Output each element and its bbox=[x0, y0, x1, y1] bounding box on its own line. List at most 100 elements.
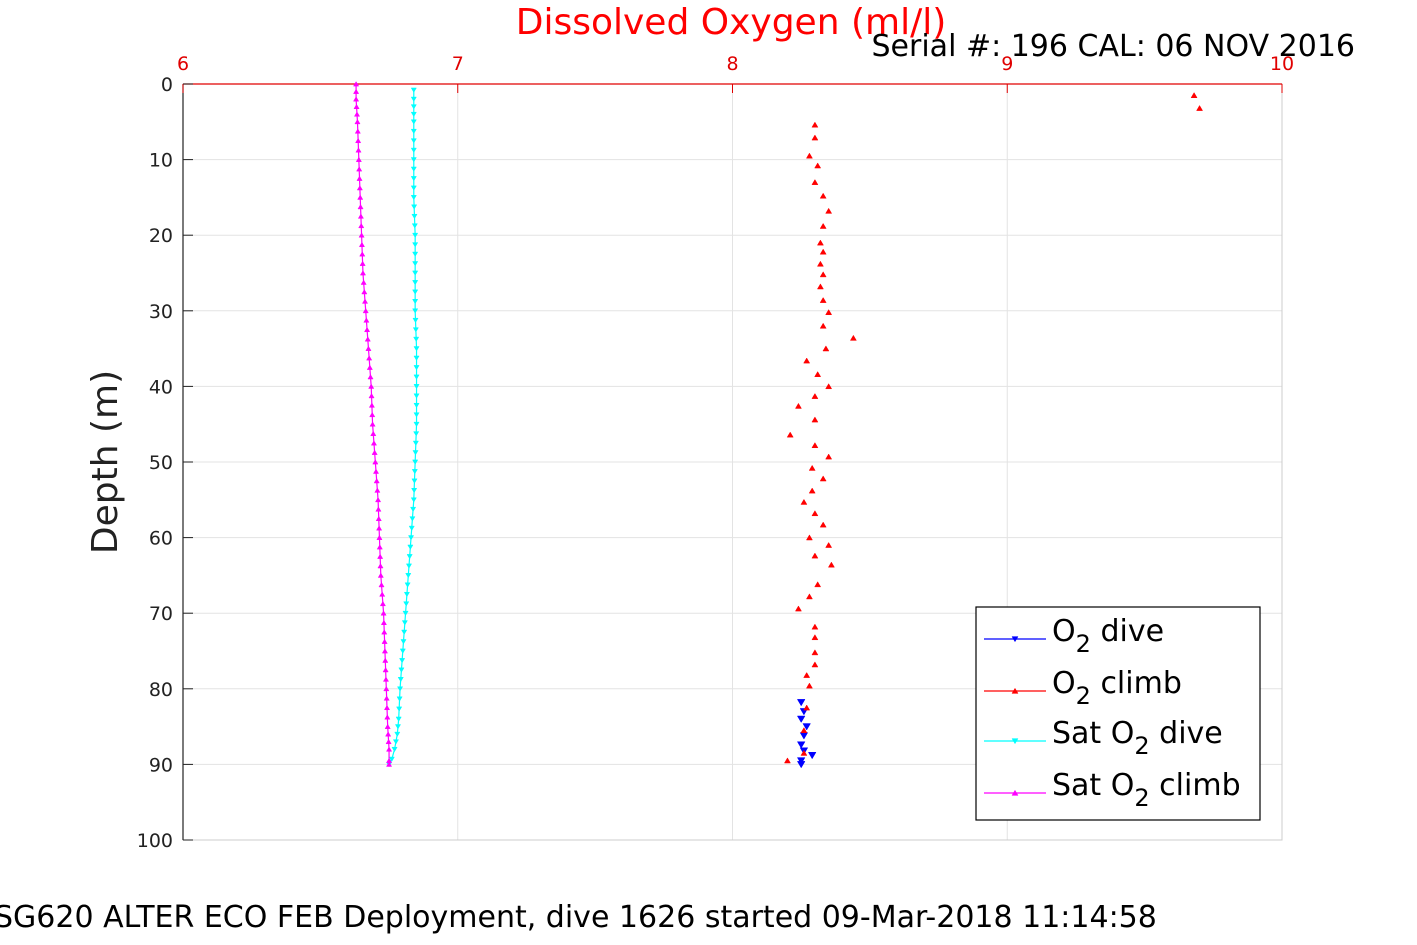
data-point bbox=[814, 162, 822, 169]
x-axis-ticks: 6 7 8 9 10 bbox=[177, 53, 1294, 93]
data-point bbox=[811, 442, 819, 449]
data-point bbox=[410, 195, 417, 201]
data-point bbox=[377, 563, 384, 569]
data-point bbox=[410, 157, 417, 163]
data-point bbox=[412, 270, 419, 276]
data-point bbox=[357, 204, 364, 210]
chart-title: Dissolved Oxygen (ml/l) bbox=[516, 2, 947, 43]
legend-item: Sat O2 dive bbox=[984, 716, 1223, 760]
data-point bbox=[378, 582, 385, 588]
data-point bbox=[359, 260, 366, 266]
legend-marker bbox=[1011, 636, 1019, 643]
data-point bbox=[412, 251, 419, 257]
data-point bbox=[356, 166, 363, 172]
data-point bbox=[411, 223, 418, 229]
data-point bbox=[412, 299, 419, 305]
data-point bbox=[376, 525, 383, 531]
data-point bbox=[411, 469, 418, 475]
data-point bbox=[369, 421, 376, 427]
data-point bbox=[354, 128, 361, 134]
legend-label-rest: dive bbox=[1150, 716, 1223, 751]
legend-marker bbox=[1011, 687, 1019, 694]
data-point bbox=[405, 573, 412, 579]
legend-label-rest: climb bbox=[1091, 666, 1182, 701]
data-point bbox=[816, 283, 824, 290]
data-point bbox=[811, 661, 819, 668]
data-point bbox=[353, 88, 360, 94]
data-point bbox=[410, 128, 417, 135]
data-point bbox=[803, 704, 811, 711]
y-tick-label: 40 bbox=[149, 376, 173, 398]
data-point bbox=[412, 317, 419, 324]
data-point bbox=[811, 623, 819, 630]
x-tick-label: 9 bbox=[1001, 53, 1013, 75]
data-point bbox=[401, 629, 408, 635]
data-point bbox=[819, 322, 827, 329]
data-point bbox=[819, 297, 827, 303]
data-point bbox=[410, 119, 417, 125]
data-point bbox=[814, 371, 822, 377]
data-point bbox=[403, 601, 410, 607]
legend-label-rest: dive bbox=[1091, 614, 1164, 649]
data-point bbox=[391, 746, 398, 753]
data-point bbox=[1190, 92, 1198, 98]
x-tick-label: 10 bbox=[1270, 53, 1294, 75]
data-point bbox=[382, 667, 389, 673]
data-point bbox=[372, 459, 379, 465]
data-point bbox=[363, 317, 370, 323]
data-point bbox=[403, 591, 410, 598]
legend-label-prefix: Sat bbox=[1052, 768, 1111, 803]
series-o2-climb bbox=[784, 92, 1204, 764]
data-point bbox=[796, 761, 806, 769]
data-point bbox=[814, 581, 822, 588]
data-point bbox=[811, 510, 819, 517]
data-point bbox=[816, 260, 824, 267]
legend-label-sub: 2 bbox=[1076, 682, 1091, 710]
data-point bbox=[802, 723, 811, 731]
data-point bbox=[410, 185, 417, 191]
data-point bbox=[811, 649, 819, 656]
data-point bbox=[361, 298, 369, 304]
data-point bbox=[410, 506, 417, 513]
legend-marker bbox=[1011, 738, 1019, 745]
data-point bbox=[808, 464, 816, 471]
data-point bbox=[372, 468, 380, 474]
data-point bbox=[394, 731, 401, 737]
data-point bbox=[392, 739, 399, 745]
data-point bbox=[825, 207, 833, 214]
data-point bbox=[849, 334, 857, 341]
legend-label: O2 climb bbox=[1052, 666, 1182, 710]
data-point bbox=[370, 430, 377, 436]
chart-subtitle: Serial #: 196 CAL: 06 NOV 2016 bbox=[872, 29, 1355, 64]
data-point bbox=[354, 118, 361, 125]
data-point bbox=[412, 242, 419, 248]
legend-label-sub: 2 bbox=[1076, 630, 1091, 658]
y-tick-label: 0 bbox=[161, 74, 173, 96]
data-point bbox=[399, 648, 406, 654]
legend-label: Sat O2 climb bbox=[1052, 768, 1241, 812]
data-point bbox=[382, 657, 389, 663]
x-tick-label: 7 bbox=[452, 53, 464, 75]
data-point bbox=[805, 534, 813, 541]
data-point bbox=[362, 307, 369, 314]
data-point bbox=[805, 682, 813, 689]
data-point bbox=[819, 475, 827, 482]
legend-item: O2 climb bbox=[984, 666, 1182, 710]
data-point bbox=[800, 498, 808, 505]
data-point bbox=[368, 393, 375, 399]
data-point bbox=[380, 610, 387, 616]
data-point bbox=[382, 676, 390, 682]
data-point bbox=[796, 699, 806, 707]
data-point bbox=[412, 289, 419, 295]
data-point bbox=[404, 582, 411, 588]
data-point bbox=[374, 487, 381, 493]
data-point bbox=[413, 365, 420, 371]
data-point bbox=[365, 345, 372, 351]
data-point bbox=[411, 488, 418, 494]
data-point bbox=[796, 757, 806, 765]
data-point bbox=[803, 671, 811, 678]
data-point bbox=[408, 525, 415, 531]
y-tick-label: 80 bbox=[149, 679, 173, 701]
